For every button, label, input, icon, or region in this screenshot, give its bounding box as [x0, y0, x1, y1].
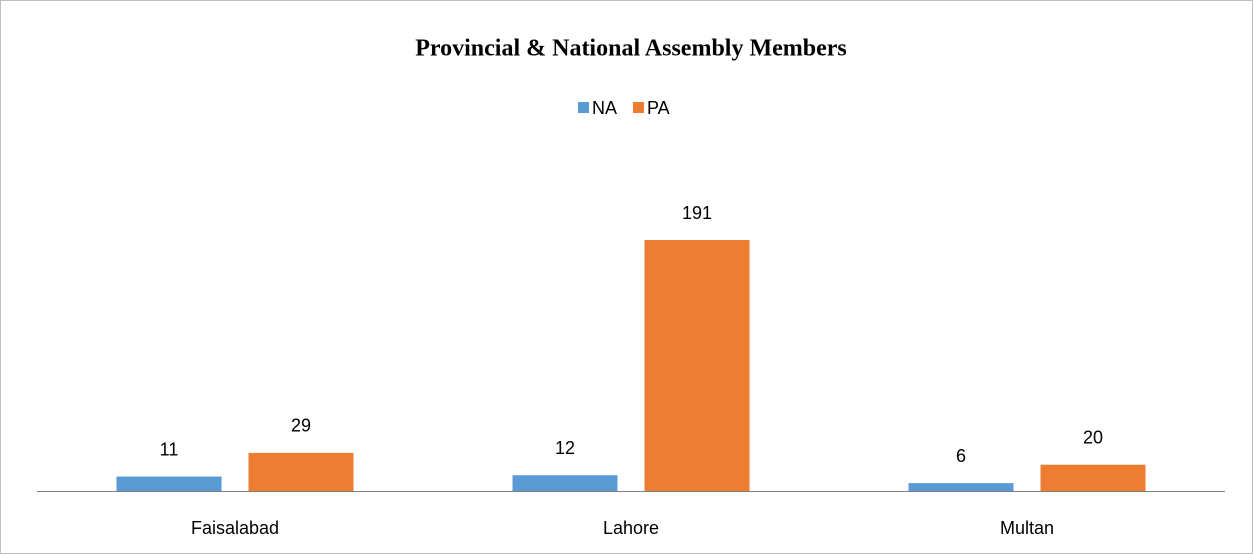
chart-title: Provincial & National Assembly Members: [415, 36, 847, 62]
x-tick-label: Faisalabad: [191, 518, 279, 538]
data-label: 11: [160, 439, 179, 459]
x-tick-label: Multan: [1000, 518, 1054, 538]
x-tick-label: Lahore: [603, 518, 659, 538]
data-label: 12: [555, 438, 575, 458]
bar: [116, 476, 222, 491]
legend-swatch: [578, 102, 589, 113]
bar: [908, 483, 1014, 491]
legend-label: NA: [592, 98, 617, 118]
legend-label: PA: [647, 98, 670, 118]
bar: [512, 475, 618, 491]
data-label: 29: [291, 416, 311, 436]
bar: [644, 240, 750, 491]
bar: [1040, 464, 1146, 491]
data-label: 6: [956, 446, 966, 466]
legend-swatch: [633, 102, 645, 113]
bar: [248, 452, 354, 491]
data-label: 20: [1083, 427, 1103, 447]
data-label: 191: [682, 203, 712, 223]
